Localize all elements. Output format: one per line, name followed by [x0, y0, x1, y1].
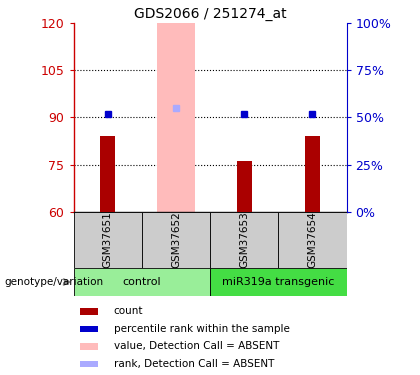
Bar	[80, 308, 98, 315]
Bar	[157, 22, 194, 212]
Bar	[142, 212, 210, 268]
Text: genotype/variation: genotype/variation	[4, 277, 103, 287]
Bar	[236, 161, 252, 212]
Text: control: control	[123, 277, 161, 287]
Text: GSM37654: GSM37654	[307, 211, 318, 268]
Text: miR319a transgenic: miR319a transgenic	[222, 277, 334, 287]
Text: value, Detection Call = ABSENT: value, Detection Call = ABSENT	[114, 341, 279, 351]
Bar	[100, 136, 115, 212]
Text: GSM37653: GSM37653	[239, 211, 249, 268]
Bar	[278, 212, 346, 268]
Bar	[305, 136, 320, 212]
Text: count: count	[114, 306, 143, 316]
Bar	[210, 268, 346, 296]
Text: rank, Detection Call = ABSENT: rank, Detection Call = ABSENT	[114, 359, 274, 369]
Bar	[80, 326, 98, 332]
Bar	[74, 268, 210, 296]
Bar	[80, 343, 98, 350]
Bar	[80, 361, 98, 367]
Title: GDS2066 / 251274_at: GDS2066 / 251274_at	[134, 8, 286, 21]
Bar	[210, 212, 278, 268]
Bar	[74, 212, 142, 268]
Text: percentile rank within the sample: percentile rank within the sample	[114, 324, 290, 334]
Text: GSM37651: GSM37651	[102, 211, 113, 268]
Text: GSM37652: GSM37652	[171, 211, 181, 268]
